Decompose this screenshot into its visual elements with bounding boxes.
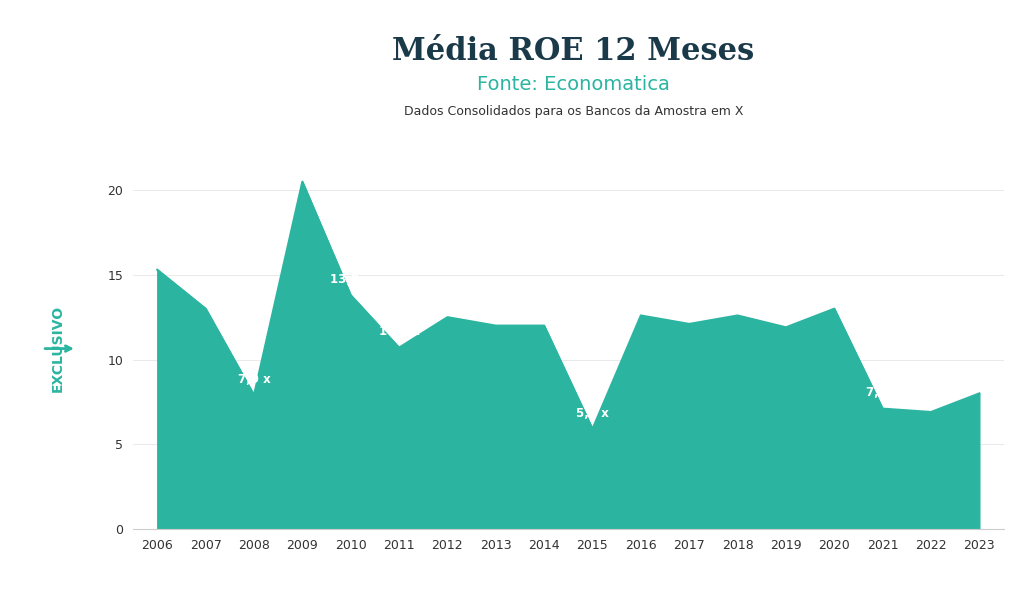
Text: 8,0 x: 8,0 x <box>963 371 995 384</box>
Text: 10,7 x: 10,7 x <box>379 325 420 338</box>
Text: 7,1 x: 7,1 x <box>866 386 899 399</box>
Text: Fonte: Economatica: Fonte: Economatica <box>477 75 670 94</box>
Text: 11,9 x: 11,9 x <box>766 305 806 318</box>
Text: 12,6 x: 12,6 x <box>621 293 662 306</box>
Text: 12,0 x: 12,0 x <box>475 304 516 316</box>
Text: 6,9 x: 6,9 x <box>914 389 947 403</box>
Text: 12,1 x: 12,1 x <box>669 302 710 315</box>
Text: Média ROE 12 Meses: Média ROE 12 Meses <box>392 36 755 67</box>
Text: ESTUDO: ESTUDO <box>28 317 42 380</box>
Text: E: E <box>34 41 43 55</box>
Text: EXCLUSIVO: EXCLUSIVO <box>50 305 65 392</box>
Text: 13,0: 13,0 <box>191 287 220 299</box>
Text: 7,9 x: 7,9 x <box>238 373 270 386</box>
Text: 20,5 x: 20,5 x <box>282 159 323 172</box>
Text: 13,0 x: 13,0 x <box>814 287 855 299</box>
Text: Dados Consolidados para os Bancos da Amostra em X: Dados Consolidados para os Bancos da Amo… <box>403 105 743 118</box>
Text: 12,0 x: 12,0 x <box>523 304 564 316</box>
Text: 13,8 x: 13,8 x <box>331 273 371 286</box>
Text: 15,3 x: 15,3 x <box>137 248 178 260</box>
Text: 12,6 x: 12,6 x <box>717 293 758 306</box>
Text: 5,9 x: 5,9 x <box>577 407 609 419</box>
Text: 12,5 x: 12,5 x <box>427 295 468 308</box>
